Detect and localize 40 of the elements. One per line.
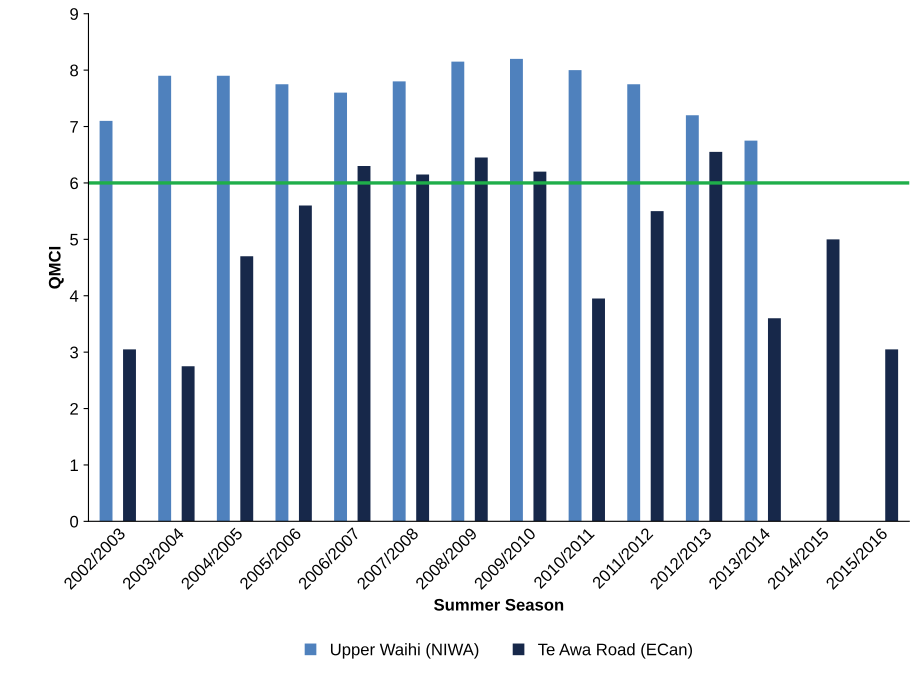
bar — [392, 81, 406, 522]
bar — [533, 172, 546, 522]
y-tick-label: 5 — [70, 234, 78, 246]
y-tick-label: 9 — [70, 8, 78, 20]
bar — [627, 84, 640, 522]
bar — [158, 76, 172, 522]
bar — [275, 84, 288, 522]
bar — [826, 239, 840, 522]
bar — [298, 205, 312, 522]
legend-label: Te Awa Road (ECan) — [538, 643, 692, 659]
bar — [240, 256, 254, 522]
y-tick-label: 8 — [70, 64, 78, 76]
legend-label: Upper Waihi (NIWA) — [330, 643, 478, 659]
y-tick-label: 3 — [70, 346, 78, 358]
bar — [451, 62, 464, 522]
y-tick-label: 7 — [70, 121, 78, 133]
bar — [686, 115, 699, 522]
bar — [744, 140, 758, 522]
bar — [592, 298, 605, 522]
bar — [182, 366, 195, 522]
bar — [768, 318, 781, 522]
y-tick-label: 1 — [70, 460, 78, 471]
y-tick-label: 4 — [70, 290, 78, 302]
bar — [885, 349, 898, 522]
bar — [568, 70, 582, 522]
bar — [100, 120, 112, 522]
y-axis-title: QMCI — [48, 246, 64, 289]
bar — [474, 158, 488, 522]
bar — [358, 166, 370, 522]
bar — [709, 152, 722, 522]
y-tick-label: 6 — [70, 177, 78, 190]
bar — [123, 349, 136, 522]
y-tick-label: 2 — [70, 402, 78, 415]
bar — [216, 76, 230, 522]
bar — [650, 211, 664, 522]
y-tick-label: 0 — [70, 516, 78, 528]
bar — [416, 174, 430, 522]
bar — [510, 58, 523, 522]
bar — [334, 92, 348, 522]
x-axis-title: Summer Season — [434, 598, 564, 611]
